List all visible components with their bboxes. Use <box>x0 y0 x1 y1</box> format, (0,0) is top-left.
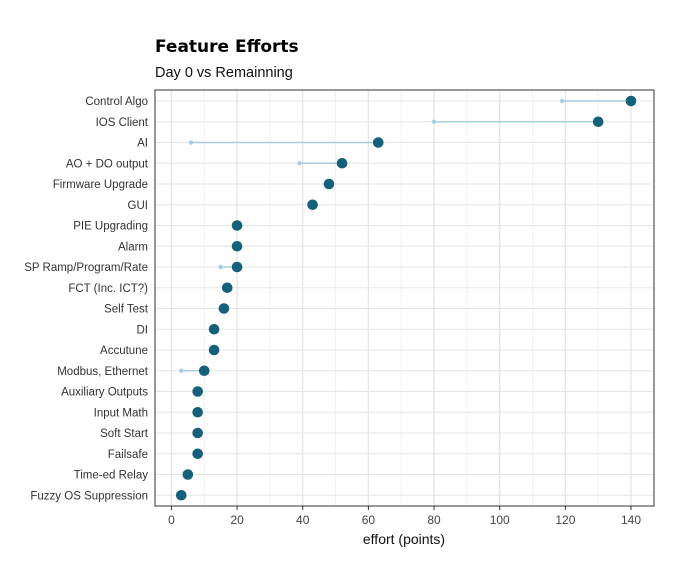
chart-title: Feature Efforts <box>155 37 299 57</box>
x-tick-label: 100 <box>490 513 510 527</box>
plot-panel <box>154 89 655 507</box>
category-label: PIE Upgrading <box>73 221 148 233</box>
total-point <box>192 386 203 397</box>
total-point <box>336 157 348 169</box>
category-label: Failsafe <box>108 449 148 461</box>
category-label: SP Ramp/Program/Rate <box>24 262 148 274</box>
remaining-point <box>218 264 223 270</box>
total-point <box>307 199 318 211</box>
category-label: Auxiliary Outputs <box>61 387 148 399</box>
category-label: Alarm <box>118 241 148 253</box>
total-point <box>221 282 233 294</box>
total-point <box>231 261 243 273</box>
total-point <box>231 240 243 252</box>
category-label: Soft Start <box>100 428 149 440</box>
category-label: Input Math <box>94 407 148 419</box>
category-label: Modbus, Ethernet <box>57 366 149 378</box>
category-label: DI <box>137 324 149 336</box>
category-label: AI <box>137 138 148 150</box>
x-tick-label: 80 <box>427 513 441 527</box>
x-axis-title: effort (points) <box>363 531 445 547</box>
category-label: Fuzzy OS Suppression <box>30 490 148 502</box>
category-labels: Control Algo IOS Client AI AO + DO output Fi… <box>24 96 149 502</box>
total-point <box>192 448 203 460</box>
category-label: Firmware Upgrade <box>53 179 148 191</box>
total-point <box>218 303 230 314</box>
total-point <box>182 469 194 480</box>
category-label: Control Algo <box>85 96 148 108</box>
category-label: Time-ed Relay <box>74 470 149 482</box>
segments <box>181 100 632 372</box>
total-point <box>323 178 335 190</box>
category-label: Accutune <box>100 345 148 357</box>
x-tick-label: 140 <box>621 513 641 527</box>
x-tick-label: 0 <box>168 513 175 527</box>
total-point <box>372 137 384 148</box>
points <box>175 95 637 501</box>
category-label: AO + DO output <box>66 158 149 170</box>
category-label: GUI <box>128 200 148 212</box>
remaining-point <box>188 140 194 145</box>
x-tick-label: 40 <box>296 513 310 527</box>
grid <box>155 90 654 506</box>
total-point <box>198 365 210 377</box>
remaining-point <box>297 161 302 166</box>
total-point <box>192 427 203 439</box>
chart-subtitle: Day 0 vs Remainning <box>155 65 293 81</box>
x-tick-label: 20 <box>230 513 244 527</box>
total-point <box>208 344 220 356</box>
category-label: IOS Client <box>96 117 149 129</box>
total-point <box>231 220 243 231</box>
total-point <box>208 323 220 335</box>
total-point <box>175 489 187 501</box>
remaining-point <box>559 98 565 104</box>
total-point <box>192 406 203 418</box>
total-point <box>592 116 604 128</box>
category-label: FCT (Inc. ICT?) <box>68 283 148 295</box>
x-tick-label: 120 <box>555 513 575 527</box>
x-axis-ticks: 0 20 40 60 80 100 120 140 <box>168 506 641 527</box>
x-tick-label: 60 <box>362 513 376 527</box>
total-point <box>625 95 637 107</box>
category-label: Self Test <box>104 304 149 316</box>
remaining-point <box>179 368 184 373</box>
remaining-point <box>431 119 437 124</box>
